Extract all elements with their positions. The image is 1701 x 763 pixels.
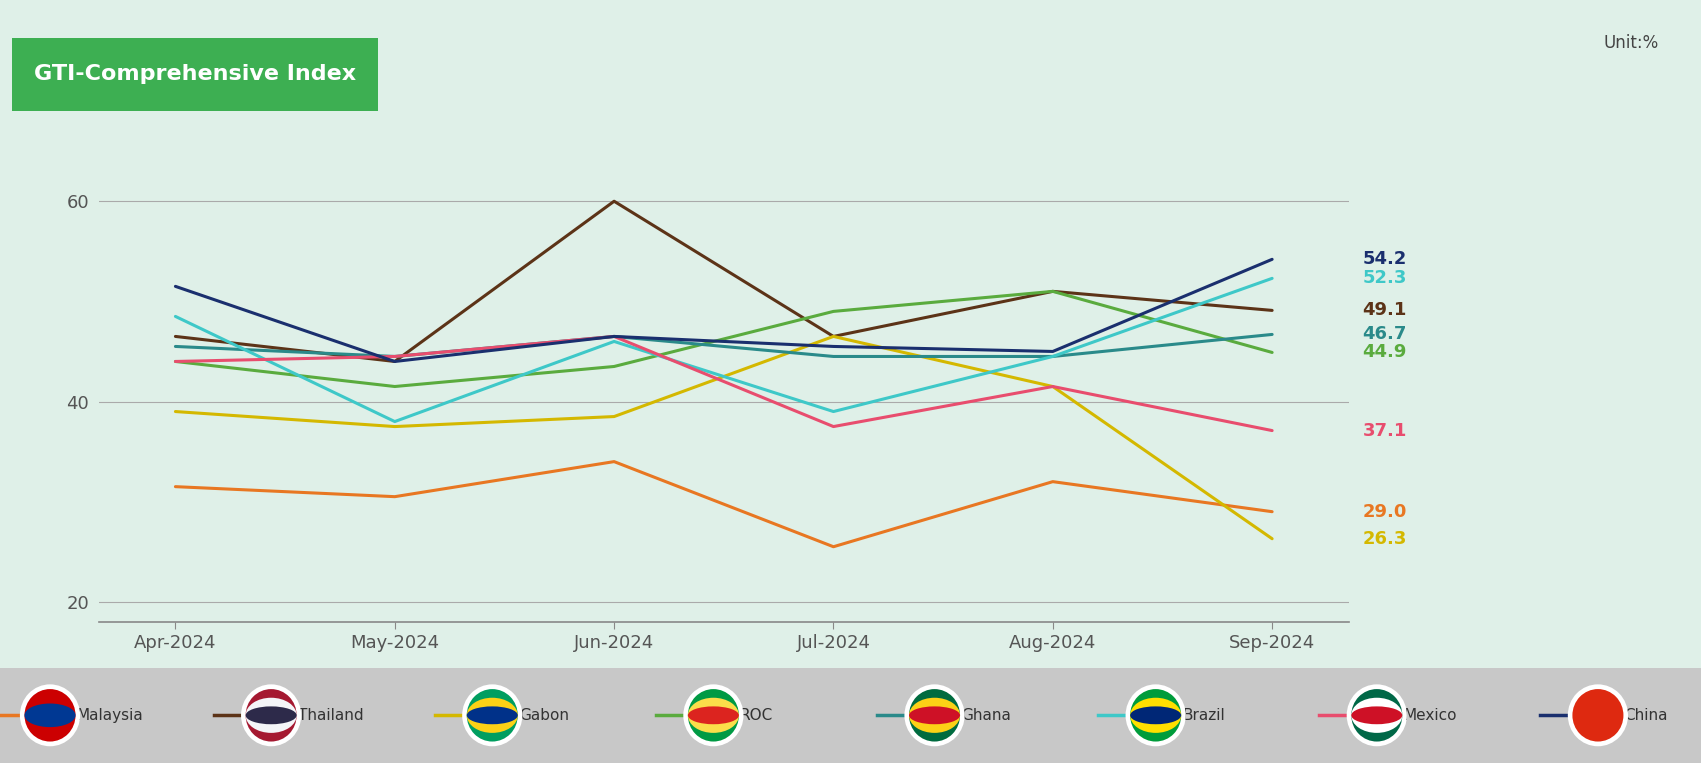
Ellipse shape: [687, 697, 738, 733]
Ellipse shape: [20, 684, 80, 746]
Text: GTI-Comprehensive Index: GTI-Comprehensive Index: [34, 64, 356, 85]
Text: Unit:%: Unit:%: [1604, 34, 1658, 53]
Ellipse shape: [1347, 684, 1407, 746]
Ellipse shape: [1568, 684, 1628, 746]
Ellipse shape: [24, 703, 75, 727]
Ellipse shape: [242, 684, 301, 746]
Ellipse shape: [684, 684, 743, 746]
Ellipse shape: [1351, 707, 1402, 724]
Text: ROC: ROC: [740, 708, 774, 723]
Ellipse shape: [1129, 689, 1180, 742]
Text: 44.9: 44.9: [1363, 343, 1407, 362]
Ellipse shape: [245, 707, 296, 724]
Ellipse shape: [908, 689, 959, 742]
Text: 26.3: 26.3: [1363, 530, 1407, 548]
Ellipse shape: [687, 689, 738, 742]
Ellipse shape: [1572, 689, 1623, 742]
Text: 29.0: 29.0: [1363, 503, 1407, 520]
Text: Brazil: Brazil: [1182, 708, 1225, 723]
Ellipse shape: [908, 707, 959, 724]
Text: Mexico: Mexico: [1403, 708, 1456, 723]
Ellipse shape: [1351, 689, 1402, 742]
Text: Malaysia: Malaysia: [77, 708, 143, 723]
Text: Thailand: Thailand: [298, 708, 364, 723]
Text: China: China: [1624, 708, 1669, 723]
Ellipse shape: [908, 697, 959, 733]
Ellipse shape: [245, 689, 296, 742]
Text: 52.3: 52.3: [1363, 269, 1407, 288]
Ellipse shape: [1351, 697, 1402, 733]
Ellipse shape: [1129, 707, 1180, 724]
Text: 54.2: 54.2: [1363, 250, 1407, 269]
Text: 46.7: 46.7: [1363, 326, 1407, 343]
Text: Gabon: Gabon: [519, 708, 568, 723]
Ellipse shape: [466, 707, 517, 724]
Text: Ghana: Ghana: [961, 708, 1010, 723]
Ellipse shape: [1126, 684, 1186, 746]
Ellipse shape: [466, 689, 517, 742]
Ellipse shape: [24, 689, 75, 742]
Ellipse shape: [687, 707, 738, 724]
Ellipse shape: [463, 684, 522, 746]
Text: 37.1: 37.1: [1363, 422, 1407, 439]
Text: 49.1: 49.1: [1363, 301, 1407, 320]
Ellipse shape: [1129, 697, 1180, 733]
Ellipse shape: [245, 697, 296, 733]
Ellipse shape: [905, 684, 964, 746]
Ellipse shape: [466, 697, 517, 733]
